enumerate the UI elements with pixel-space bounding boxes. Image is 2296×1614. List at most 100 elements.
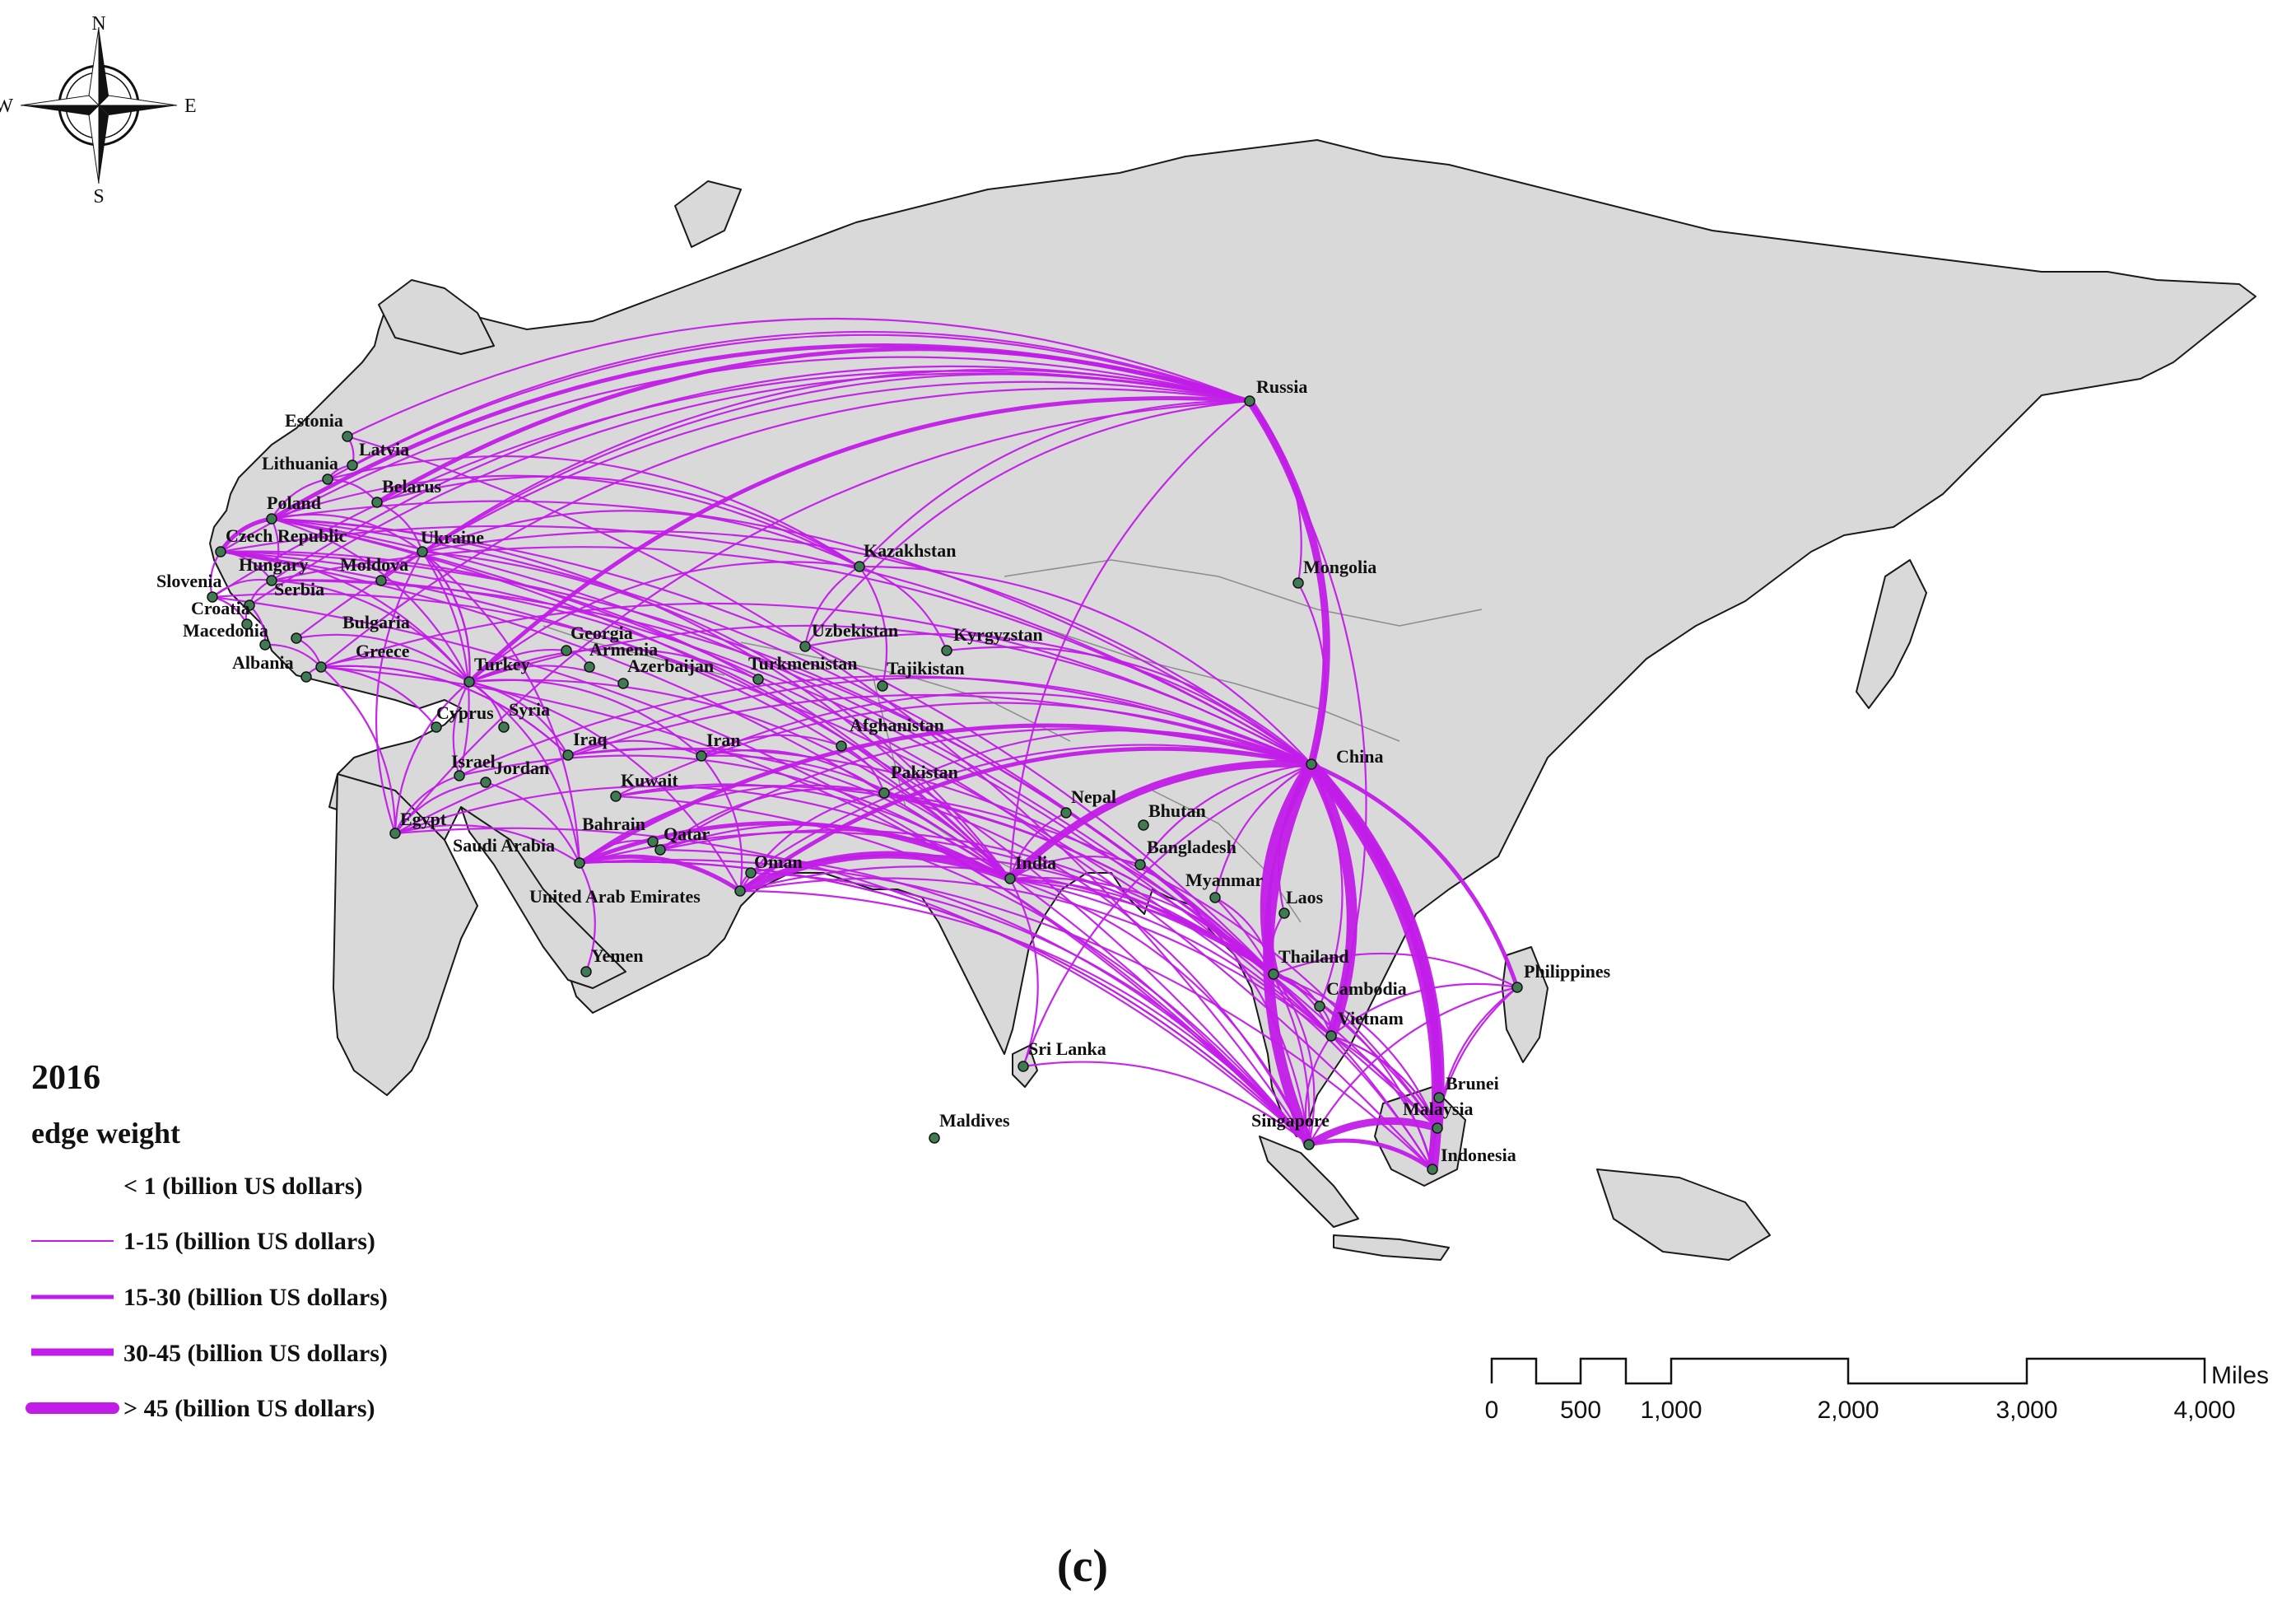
country-node [259, 639, 271, 651]
country-label: Pakistan [891, 762, 958, 782]
trade-edge [1305, 1117, 1441, 1149]
trade-edge [346, 317, 1251, 438]
trade-edge [270, 478, 329, 520]
country-node [1427, 1164, 1438, 1175]
country-label: Vietnam [1338, 1008, 1404, 1029]
country-node [1292, 577, 1304, 589]
trade-edge [1272, 973, 1321, 1008]
country-label: Turkey [474, 654, 530, 674]
country-label: Turkmenistan [748, 653, 857, 674]
country-node [1314, 1001, 1325, 1012]
country-label: Cyprus [436, 702, 494, 723]
trade-edge [566, 747, 1275, 976]
country-node [498, 721, 510, 733]
country-label: Serbia [274, 579, 324, 599]
trade-edge [394, 781, 487, 835]
trade-edge [270, 365, 1251, 582]
country-label: Indonesia [1441, 1145, 1516, 1165]
trade-edge [421, 550, 581, 865]
trade-edge [484, 781, 581, 865]
country-label: Estonia [285, 410, 343, 431]
trade-edge [1330, 1034, 1434, 1171]
country-node [1244, 395, 1255, 407]
trade-edge [394, 693, 1313, 835]
country-node [207, 591, 218, 603]
trade-edge [326, 455, 861, 568]
country-label: Afghanistan [850, 715, 944, 735]
country-node [1325, 1030, 1337, 1042]
scale-unit: Miles [2211, 1362, 2269, 1389]
trade-edge [270, 513, 424, 553]
country-node [215, 546, 226, 557]
trade-edge [319, 387, 1251, 669]
country-label: China [1336, 746, 1383, 767]
trade-edge [614, 795, 1311, 1146]
country-label: Macedonia [183, 620, 268, 641]
legend-item-30-45: 30-45 (billion US dollars) [123, 1340, 388, 1367]
trade-edge [1306, 1138, 1435, 1172]
trade-edge [270, 517, 1434, 1171]
country-node [342, 431, 353, 442]
compass-rose: N S E W [0, 13, 197, 208]
trade-edge [319, 665, 570, 757]
trade-edge [270, 517, 1439, 1130]
trade-edge [1431, 986, 1519, 1171]
scale-tick-500: 500 [1560, 1397, 1601, 1424]
country-label: Poland [267, 492, 321, 513]
country-node [241, 618, 253, 630]
country-node [878, 787, 890, 799]
trade-edge [468, 680, 742, 893]
trade-edge [1213, 763, 1313, 899]
trade-edge [1272, 973, 1333, 1038]
country-label: Mongolia [1303, 557, 1376, 577]
trade-edge [1272, 952, 1519, 989]
country-node [854, 561, 865, 572]
trade-edge [380, 373, 1251, 582]
trade-edge [1008, 877, 1434, 1171]
sumatra-island [1259, 1136, 1359, 1228]
country-label: Jordan [494, 758, 549, 778]
trade-edge [749, 871, 1311, 1146]
country-node [1209, 892, 1221, 903]
country-label: Saudi Arabia [453, 835, 555, 856]
trade-edge [319, 665, 438, 729]
trade-edge [1248, 399, 1367, 1038]
trade-edge [421, 550, 470, 777]
trade-edge [468, 647, 760, 683]
scandinavia [378, 279, 495, 355]
trade-edge [211, 595, 1311, 1146]
trade-edge [319, 665, 397, 835]
country-label: Syria [509, 699, 550, 720]
country-node [463, 676, 475, 688]
country-node [371, 497, 383, 508]
trade-edge [326, 334, 1251, 481]
country-node [1306, 758, 1317, 770]
country-node [647, 836, 659, 847]
country-node [431, 721, 442, 733]
country-node [1432, 1122, 1443, 1134]
japan-islands [1856, 559, 1927, 709]
legend: 2016 edge weight < 1 (billion US dollars… [26, 1059, 388, 1422]
country-node [1138, 819, 1149, 831]
country-label: Bangladesh [1147, 837, 1236, 857]
trade-edge [738, 746, 1314, 893]
country-node [417, 546, 428, 557]
scale-tick-3000: 3,000 [1996, 1397, 2057, 1424]
trade-edge [578, 839, 654, 865]
trade-edge [1307, 986, 1519, 1146]
country-node [562, 749, 574, 761]
trade-edge [452, 680, 471, 777]
country-label: Belarus [382, 476, 442, 497]
africa-ne-corner [333, 773, 478, 1096]
trade-edge [840, 744, 886, 795]
country-label: Uzbekistan [812, 620, 898, 641]
country-node [617, 678, 629, 689]
country-label: Lithuania [262, 453, 338, 473]
country-label: Maldives [939, 1110, 1010, 1131]
trade-edge [219, 550, 1012, 880]
country-label: Laos [1286, 887, 1324, 907]
country-label: Malaysia [1403, 1099, 1474, 1119]
trade-edge [1022, 763, 1313, 1068]
country-label: Kyrgyzstan [953, 624, 1043, 645]
